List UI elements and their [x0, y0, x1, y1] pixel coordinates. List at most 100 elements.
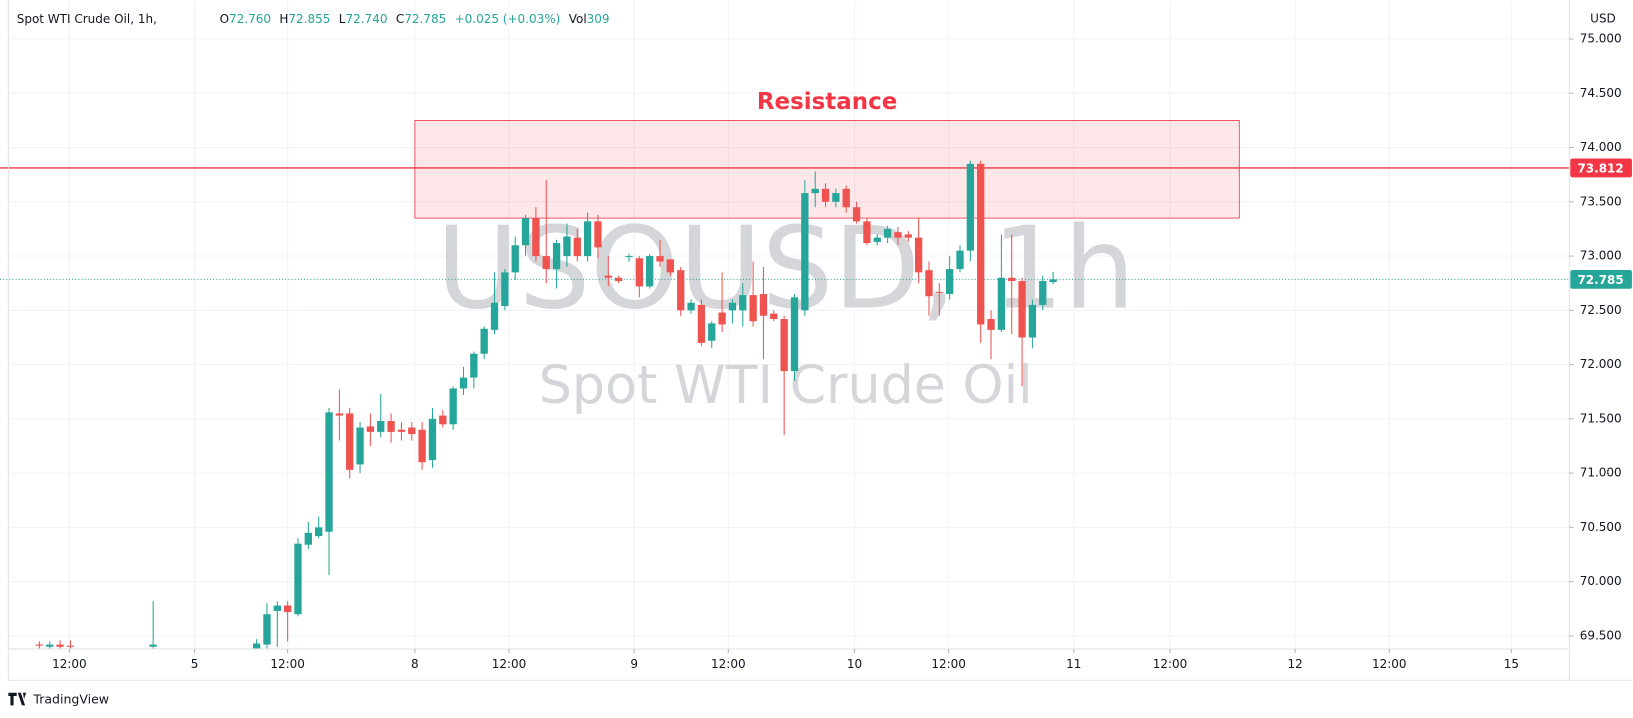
legend-open-label: O: [220, 11, 229, 25]
candle-body: [501, 272, 509, 306]
candle: [335, 389, 344, 441]
brand-logo: [8, 692, 27, 706]
candle: [946, 256, 954, 300]
candle-body: [604, 275, 612, 278]
candle-body: [904, 234, 912, 238]
candle: [346, 408, 354, 479]
candle: [770, 310, 778, 322]
candle-body: [625, 256, 633, 258]
candle: [315, 516, 323, 539]
candle: [149, 601, 157, 649]
y-tick-label: 71.000: [1580, 466, 1622, 480]
candle-body: [1039, 281, 1047, 305]
legend-close: 72.785: [404, 11, 446, 25]
candle: [677, 266, 685, 316]
y-tick-label: 70.000: [1580, 574, 1622, 588]
legend-close-label: C: [396, 11, 404, 25]
candle-body: [449, 388, 457, 425]
candle: [935, 283, 943, 316]
candle-body: [614, 277, 623, 282]
candle: [883, 225, 892, 244]
candle-body: [263, 614, 271, 645]
candle: [759, 266, 768, 360]
candle-body: [66, 645, 75, 647]
candle: [387, 413, 395, 443]
candle: [1018, 277, 1026, 387]
candle-body: [346, 413, 354, 470]
candle-body: [894, 232, 902, 238]
candle: [614, 275, 623, 284]
candle-body: [480, 328, 488, 354]
candle-body: [749, 295, 757, 322]
candle: [718, 272, 726, 333]
y-tick-label: 73.500: [1580, 194, 1622, 208]
resistance-line-badge: [1570, 158, 1632, 178]
legend-symbol: Spot WTI Crude Oil, 1h,: [17, 11, 157, 25]
candle-body: [842, 188, 850, 208]
candle-body: [821, 188, 830, 202]
grid: [8, 0, 1570, 649]
candle-body: [56, 644, 64, 647]
candle-body: [811, 188, 819, 194]
candle-body: [583, 221, 592, 257]
candle: [594, 214, 602, 259]
x-tick-label: 12:00: [270, 657, 305, 671]
legend-open: 72.760: [229, 11, 271, 25]
last-price-line-label: 72.785: [1577, 273, 1623, 287]
candle: [687, 299, 695, 314]
candle: [521, 214, 530, 257]
candle-body: [356, 427, 364, 465]
candle-body: [708, 323, 716, 341]
y-tick-label: 69.500: [1580, 628, 1622, 642]
candle-body: [780, 319, 788, 372]
candle-body: [397, 429, 406, 432]
candle-body: [997, 277, 1006, 330]
candle-body: [418, 429, 426, 463]
candle-body: [873, 237, 881, 242]
candle-body: [739, 295, 747, 311]
y-tick-label: 73.000: [1580, 249, 1622, 263]
candle-body: [573, 237, 581, 257]
candle: [418, 422, 426, 470]
candle: [914, 218, 923, 284]
x-tick-label: 12:00: [52, 657, 87, 671]
candle: [283, 601, 292, 642]
candle-body: [935, 291, 943, 293]
last-price-line-badge: [1570, 270, 1632, 289]
candle-body: [1018, 281, 1026, 338]
candle-body: [790, 297, 799, 372]
candle-body: [687, 302, 695, 311]
y-tick-label: 71.500: [1580, 411, 1622, 425]
candle-body: [552, 243, 561, 270]
y-tick-label: 75.000: [1580, 32, 1622, 46]
candle-body: [728, 302, 737, 311]
candle-body: [987, 319, 995, 330]
resistance-zone: [414, 119, 1240, 219]
candle: [863, 218, 871, 246]
candle: [490, 272, 499, 335]
candle-body: [273, 605, 281, 611]
plot: Resistance: [0, 89, 1570, 649]
x-tick-label: 12:00: [931, 657, 966, 671]
candle: [325, 408, 333, 576]
brand: TradingView: [8, 692, 109, 707]
candle-body: [697, 304, 706, 343]
candle: [966, 160, 975, 262]
candle-body: [832, 193, 840, 202]
candle: [801, 180, 809, 316]
candle-body: [542, 256, 550, 270]
candle: [780, 315, 788, 436]
candle-body: [294, 543, 302, 615]
y-tick-label: 72.000: [1580, 357, 1622, 371]
candle-body: [563, 236, 571, 257]
candle: [542, 180, 550, 284]
candle-body: [377, 421, 385, 432]
candle: [811, 171, 819, 208]
candle-body: [35, 644, 44, 646]
legend-low-label: L: [339, 11, 346, 25]
candle: [1028, 299, 1037, 349]
candle: [873, 234, 881, 246]
candle: [583, 212, 592, 262]
legend-high-label: H: [279, 11, 288, 25]
